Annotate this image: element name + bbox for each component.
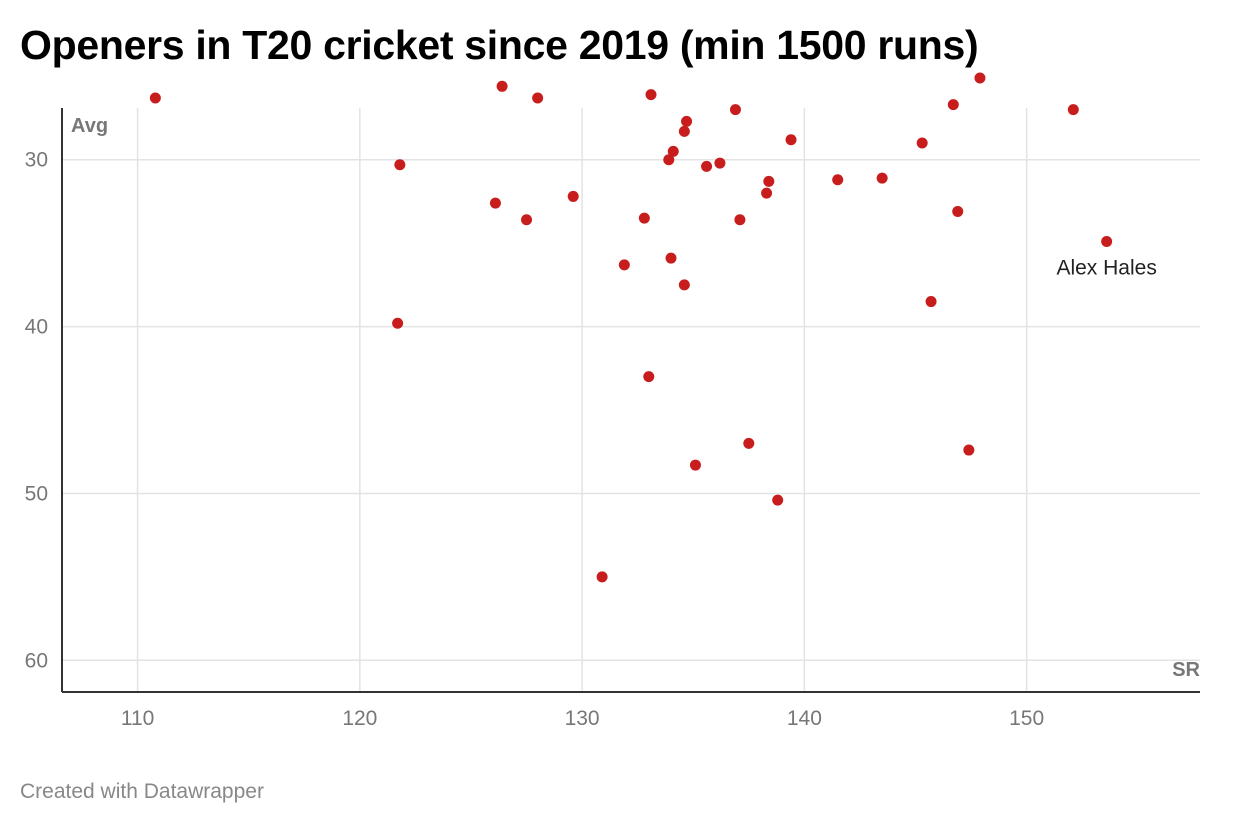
data-point-21 [701, 160, 713, 172]
data-point-34 [947, 99, 959, 111]
data-point-18 [678, 279, 690, 291]
data-point-38 [1067, 104, 1079, 116]
data-point-20 [689, 459, 701, 471]
data-point-9 [596, 571, 608, 583]
data-point-16 [667, 145, 679, 157]
data-point-31 [876, 172, 888, 184]
data-point-33 [925, 296, 937, 308]
data-point-22 [714, 157, 726, 169]
data-point-11 [638, 212, 650, 224]
data-point-29 [785, 134, 797, 146]
point-annotation-label: Alex Hales [1056, 256, 1156, 279]
data-point-13 [645, 89, 657, 101]
data-point-6 [521, 214, 533, 226]
y-tick-label-30: 30 [25, 149, 48, 172]
x-tick-label-150: 150 [1009, 707, 1044, 730]
data-point-5 [489, 197, 501, 209]
y-tick-label-60: 60 [25, 649, 48, 672]
data-point-37 [974, 72, 986, 84]
data-point-23 [729, 104, 741, 116]
x-tick-label-120: 120 [342, 707, 377, 730]
x-tick-label-110: 110 [121, 707, 154, 730]
y-tick-label-50: 50 [25, 482, 48, 505]
data-point-19 [681, 115, 693, 127]
y-tick-label-40: 40 [25, 316, 48, 339]
data-point-2 [394, 159, 406, 171]
data-point-27 [763, 175, 775, 187]
data-point-14 [663, 154, 675, 166]
data-point-24 [734, 214, 746, 226]
footer-credit: Created with Datawrapper [20, 780, 264, 803]
data-point-4 [496, 80, 508, 92]
chart-title: Openers in T20 cricket since 2019 (min 1… [20, 22, 979, 68]
data-point-8 [567, 190, 579, 202]
data-point-28 [772, 494, 784, 506]
data-point-36 [963, 444, 975, 456]
data-point-17 [678, 125, 690, 137]
data-point-35 [952, 205, 964, 217]
data-point-39 [1101, 235, 1113, 247]
data-point-32 [916, 137, 928, 149]
data-point-7 [532, 92, 544, 104]
data-point-26 [761, 187, 773, 199]
data-point-12 [643, 371, 655, 383]
data-point-10 [618, 259, 630, 271]
data-point-25 [743, 437, 755, 449]
data-point-15 [665, 252, 677, 264]
y-axis-label: Avg [71, 115, 108, 137]
x-tick-label-130: 130 [565, 707, 600, 730]
data-point-3 [392, 317, 404, 329]
x-tick-label-140: 140 [787, 707, 822, 730]
x-axis-label: SR [1172, 659, 1200, 681]
data-point-30 [832, 174, 844, 186]
data-point-1 [149, 92, 161, 104]
